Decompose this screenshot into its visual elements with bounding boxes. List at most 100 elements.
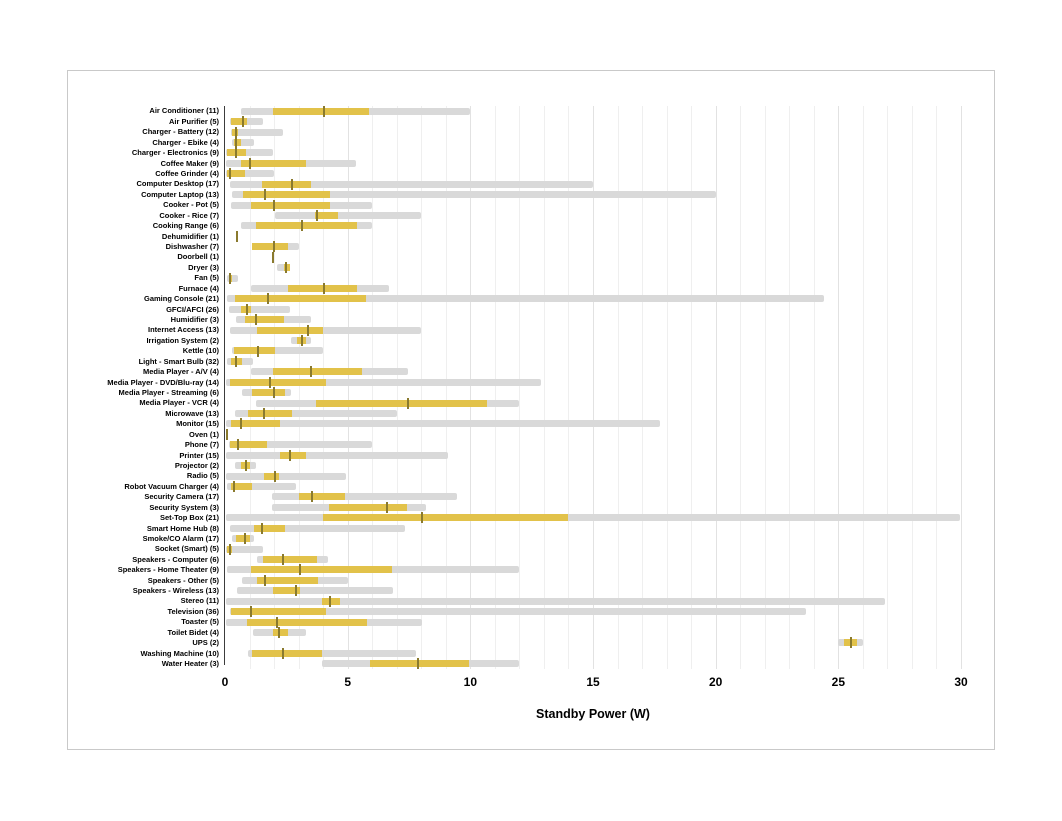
gridline-minor	[789, 106, 791, 669]
gridline-minor	[372, 106, 374, 669]
y-axis-label: Speakers - Wireless (13)	[132, 586, 219, 596]
y-axis-label: Set-Top Box (21)	[159, 513, 219, 523]
median-tick	[323, 105, 326, 117]
box-row	[225, 554, 961, 566]
iqr-box	[240, 159, 306, 167]
median-tick	[228, 543, 231, 555]
chart-figure: Air Conditioner (11) Air Purifier (5) Char…	[67, 70, 995, 750]
y-axis-label: Security Camera (17)	[144, 492, 219, 502]
y-axis-label: Television (36)	[167, 606, 219, 616]
gridline-minor	[666, 106, 668, 669]
box-row	[225, 105, 961, 117]
iqr-box	[323, 514, 569, 522]
median-tick	[226, 428, 229, 440]
median-tick	[421, 512, 424, 524]
box-row	[225, 439, 961, 451]
median-tick	[291, 178, 294, 190]
iqr-box	[369, 660, 470, 668]
median-tick	[264, 189, 267, 201]
median-tick	[264, 574, 267, 586]
gridline-minor	[862, 106, 864, 669]
median-tick	[281, 647, 284, 659]
iqr-box	[229, 378, 326, 386]
box-row	[225, 241, 961, 253]
iqr-box	[250, 566, 392, 574]
range-bar	[228, 441, 373, 449]
y-axis-label: Speakers - Computer (6)	[132, 554, 219, 564]
box-row	[225, 449, 961, 461]
median-tick	[311, 491, 314, 503]
range-bar	[226, 545, 264, 553]
range-bar	[227, 274, 239, 282]
median-tick	[239, 418, 242, 430]
gridline-minor	[519, 106, 521, 669]
box-row	[225, 658, 961, 670]
y-axis-label: Microwave (13)	[165, 408, 219, 418]
median-tick	[309, 366, 312, 378]
gridline-minor	[568, 106, 570, 669]
median-tick	[254, 314, 257, 326]
iqr-box	[298, 493, 346, 501]
median-tick	[295, 585, 298, 597]
gridline-minor	[249, 106, 251, 669]
gridline-minor	[764, 106, 766, 669]
median-tick	[277, 627, 280, 638]
median-tick	[235, 355, 238, 367]
y-axis-label: Media Player - DVD/Blu-ray (14)	[107, 377, 219, 387]
iqr-box	[314, 211, 338, 219]
median-tick	[273, 241, 276, 253]
box-row	[225, 324, 961, 336]
y-axis-label: Toaster (5)	[181, 617, 219, 627]
median-tick	[298, 564, 301, 576]
box-row	[225, 303, 961, 315]
gridline-minor	[323, 106, 325, 669]
box-row	[225, 627, 961, 638]
median-tick	[274, 470, 277, 482]
box-row	[225, 157, 961, 169]
range-bar	[232, 138, 255, 146]
gridline-minor	[298, 106, 300, 669]
box-row	[225, 397, 961, 409]
x-axis-tick-label: 0	[221, 675, 229, 689]
y-axis-label: Projector (2)	[174, 460, 219, 470]
y-axis-label: Washing Machine (10)	[140, 648, 219, 658]
box-row	[225, 512, 961, 524]
range-bar	[226, 170, 275, 178]
box-row	[225, 564, 961, 576]
iqr-box	[329, 503, 407, 511]
box-row	[225, 355, 961, 367]
gridline-minor	[421, 106, 423, 669]
y-axis-labels: Air Conditioner (11) Air Purifier (5) Char…	[68, 106, 219, 669]
box-row	[225, 637, 961, 649]
iqr-box	[272, 368, 363, 376]
gridline-minor	[617, 106, 619, 669]
y-axis-label: Cooker - Pot (5)	[163, 200, 219, 210]
range-bar	[229, 524, 406, 532]
gridline-major	[961, 106, 962, 669]
gridline-major	[593, 106, 594, 669]
y-axis-label: Computer Desktop (17)	[136, 179, 219, 189]
median-tick	[242, 116, 245, 128]
box-row	[225, 428, 961, 440]
y-axis-label: Charger - Electronics (9)	[131, 148, 219, 158]
gridline-minor	[642, 106, 644, 669]
range-bar	[226, 472, 347, 480]
y-axis-label: Air Conditioner (11)	[149, 106, 219, 116]
median-tick	[307, 324, 310, 336]
y-axis-label: Radio (5)	[186, 471, 219, 481]
iqr-box	[272, 587, 300, 595]
y-axis-label: Printer (15)	[179, 450, 219, 460]
median-tick	[273, 387, 276, 399]
iqr-box	[231, 608, 326, 616]
y-axis-label: Cooking Range (6)	[152, 221, 219, 231]
range-bar	[226, 451, 449, 459]
iqr-box	[251, 389, 286, 397]
y-axis-label: Humidifier (3)	[170, 314, 219, 324]
range-bar	[226, 378, 542, 386]
iqr-box	[315, 399, 488, 407]
iqr-box	[234, 295, 367, 303]
iqr-box	[233, 138, 241, 146]
y-axis-label: Stereo (11)	[180, 596, 219, 606]
gridline-major	[715, 106, 717, 669]
